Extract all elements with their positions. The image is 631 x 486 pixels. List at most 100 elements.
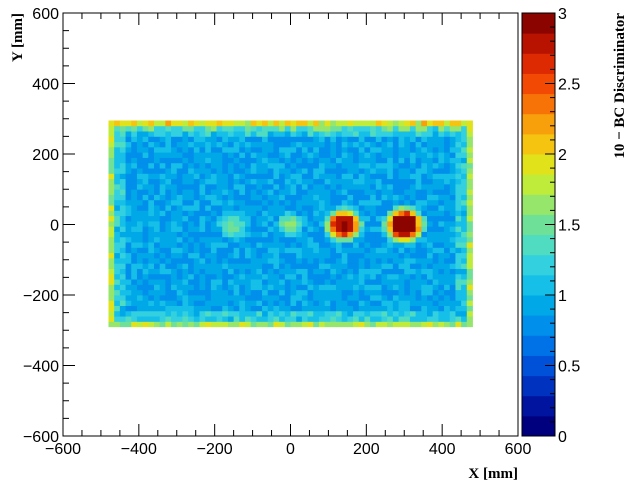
heatmap-cell bbox=[262, 242, 269, 248]
heatmap-cell bbox=[432, 215, 439, 222]
heatmap-cell bbox=[284, 189, 291, 195]
heatmap-cell bbox=[449, 236, 456, 243]
heatmap-cell bbox=[290, 189, 297, 195]
heatmap-cell bbox=[381, 178, 388, 185]
heatmap-cell bbox=[370, 220, 377, 227]
heatmap-cell bbox=[159, 178, 166, 185]
heatmap-cell bbox=[222, 257, 229, 264]
heatmap-cell bbox=[381, 263, 388, 269]
heatmap-cell bbox=[330, 125, 337, 132]
heatmap-cell bbox=[392, 120, 399, 127]
heatmap-cell bbox=[165, 125, 172, 132]
heatmap-cell bbox=[438, 125, 445, 132]
heatmap-cell bbox=[387, 289, 394, 296]
heatmap-cell bbox=[336, 120, 343, 127]
heatmap-cell bbox=[353, 321, 360, 328]
heatmap-cell bbox=[364, 284, 371, 291]
heatmap-cell bbox=[444, 125, 451, 132]
heatmap-cell bbox=[222, 162, 229, 169]
heatmap-cell bbox=[466, 226, 473, 232]
heatmap-cell bbox=[364, 295, 371, 301]
heatmap-cell bbox=[444, 310, 451, 317]
heatmap-cell bbox=[336, 210, 343, 217]
heatmap-cell bbox=[296, 173, 303, 180]
heatmap-cell bbox=[210, 289, 217, 296]
heatmap-cell bbox=[227, 226, 235, 232]
heatmap-cell bbox=[171, 162, 178, 169]
heatmap-cell bbox=[142, 210, 149, 217]
heatmap-cell bbox=[415, 316, 422, 322]
heatmap-cell bbox=[165, 310, 172, 317]
colorbar bbox=[521, 12, 556, 437]
heatmap-cell bbox=[341, 162, 348, 169]
heatmap-cell bbox=[256, 289, 263, 296]
heatmap-cell bbox=[210, 183, 217, 190]
heatmap-cell bbox=[330, 146, 337, 153]
heatmap-cell bbox=[159, 289, 166, 296]
heatmap-cell bbox=[427, 268, 434, 275]
heatmap-cell bbox=[404, 215, 411, 222]
heatmap-cell bbox=[409, 141, 417, 148]
heatmap-cell bbox=[142, 189, 149, 195]
heatmap-cell bbox=[387, 220, 394, 227]
heatmap-cell bbox=[273, 284, 280, 291]
heatmap-cell bbox=[284, 279, 291, 285]
heatmap-cell bbox=[370, 205, 377, 211]
heatmap-cell bbox=[444, 183, 451, 190]
heatmap-cell bbox=[347, 321, 354, 328]
heatmap-cell bbox=[364, 178, 371, 185]
heatmap-cell bbox=[245, 157, 252, 164]
heatmap-cell bbox=[313, 136, 320, 143]
heatmap-cell bbox=[188, 157, 195, 164]
heatmap-cell bbox=[324, 236, 331, 243]
heatmap-cell bbox=[358, 247, 365, 254]
heatmap-cell bbox=[461, 310, 468, 317]
heatmap-cell bbox=[188, 257, 195, 264]
heatmap-cell bbox=[409, 279, 417, 285]
heatmap-cell bbox=[222, 226, 229, 232]
heatmap-cell bbox=[341, 231, 348, 238]
heatmap-cell bbox=[387, 210, 394, 217]
heatmap-cell bbox=[313, 316, 320, 322]
heatmap-cell bbox=[171, 120, 178, 127]
heatmap-cell bbox=[227, 173, 235, 180]
heatmap-cell bbox=[279, 136, 286, 143]
heatmap-cell bbox=[256, 268, 263, 275]
heatmap-cell bbox=[199, 284, 206, 291]
heatmap-cell bbox=[461, 157, 468, 164]
heatmap-cell bbox=[318, 252, 326, 259]
heatmap-cell bbox=[415, 183, 422, 190]
heatmap-cell bbox=[313, 242, 320, 248]
heatmap-cell bbox=[432, 310, 439, 317]
heatmap-cell bbox=[324, 205, 331, 211]
heatmap-cell bbox=[108, 252, 115, 259]
heatmap-cell bbox=[341, 189, 348, 195]
heatmap-cell bbox=[222, 295, 229, 301]
heatmap-cell bbox=[182, 321, 189, 328]
heatmap-cell bbox=[148, 189, 155, 195]
heatmap-cell bbox=[256, 215, 263, 222]
heatmap-cell bbox=[461, 152, 468, 158]
heatmap-cell bbox=[347, 231, 354, 238]
heatmap-cell bbox=[154, 236, 161, 243]
heatmap-cell bbox=[358, 310, 365, 317]
heatmap-cell bbox=[392, 257, 399, 264]
heatmap-cell bbox=[449, 289, 456, 296]
heatmap-cell bbox=[176, 125, 183, 132]
heatmap-cell bbox=[438, 220, 445, 227]
heatmap-cell bbox=[108, 263, 115, 269]
heatmap-cell bbox=[125, 252, 132, 259]
heatmap-cell bbox=[324, 252, 331, 259]
heatmap-cell bbox=[370, 279, 377, 285]
heatmap-cell bbox=[449, 199, 456, 206]
heatmap-cell bbox=[125, 183, 132, 190]
heatmap-cell bbox=[404, 257, 411, 264]
heatmap-cell bbox=[227, 215, 235, 222]
heatmap-cell bbox=[273, 268, 280, 275]
heatmap-cell bbox=[262, 226, 269, 232]
heatmap-cell bbox=[216, 295, 223, 301]
heatmap-cell bbox=[108, 257, 115, 264]
heatmap-cell bbox=[205, 199, 212, 206]
heatmap-cell bbox=[114, 295, 121, 301]
heatmap-cell bbox=[301, 205, 308, 211]
